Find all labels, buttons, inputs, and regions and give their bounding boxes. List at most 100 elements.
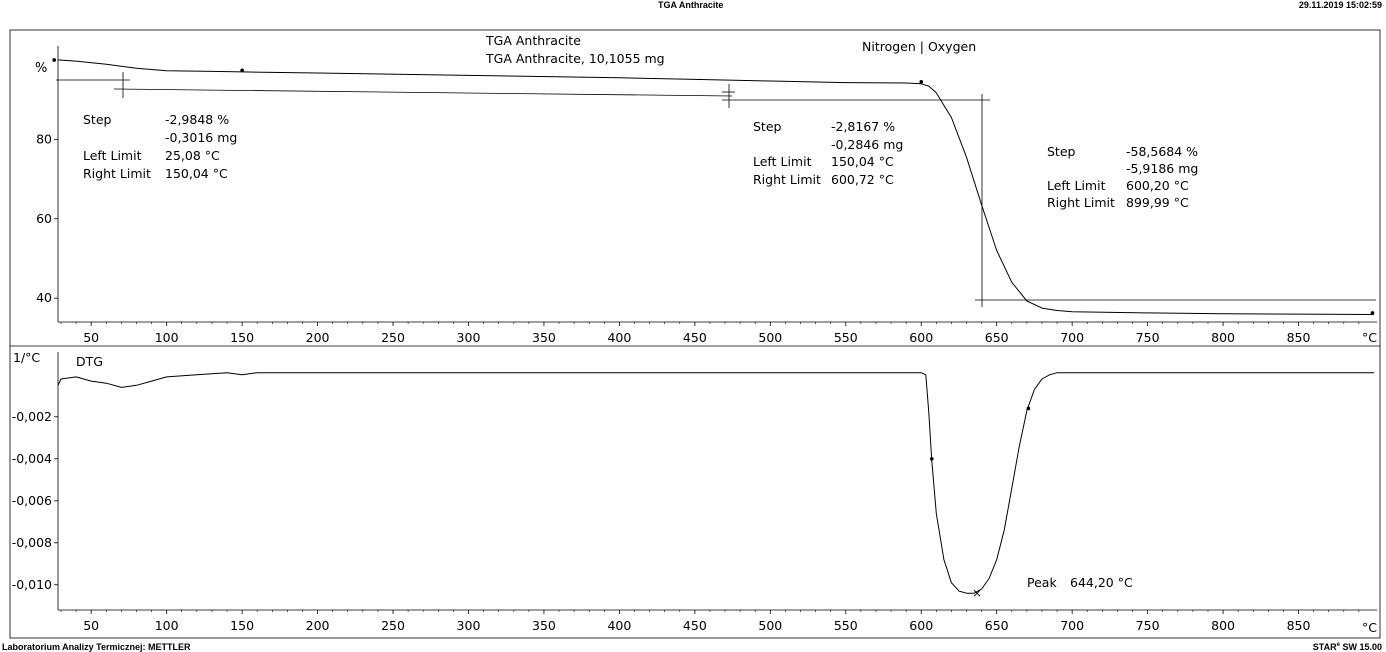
dtg-axes: 50 100 150 200 250 300 350 400 450 500 550 600 650 70… bbox=[12, 352, 1377, 633]
dtg-marker bbox=[929, 457, 934, 461]
dtg-y-tick-label: -0,002 bbox=[12, 409, 52, 424]
step2-label: Step bbox=[753, 119, 782, 134]
step1-right: 150,04 °C bbox=[165, 166, 228, 181]
step3-left: 600,20 °C bbox=[1126, 178, 1189, 193]
dtg-x-tick-label: 250 bbox=[381, 618, 405, 633]
dtg-x-tick-label: 150 bbox=[230, 618, 254, 633]
step2-mg: -0,2846 mg bbox=[831, 137, 903, 152]
dtg-x-unit: °C bbox=[1362, 620, 1377, 635]
step3-pct: -58,5684 % bbox=[1126, 144, 1198, 159]
tga-x-tick-label: 400 bbox=[607, 330, 631, 345]
step2-right: 600,72 °C bbox=[831, 172, 894, 187]
tga-y-tick-label: 40 bbox=[36, 290, 52, 305]
dtg-x-tick-label: 400 bbox=[607, 618, 631, 633]
step2-pct: -2,8167 % bbox=[831, 119, 895, 134]
step3-left-label: Left Limit bbox=[1047, 178, 1106, 193]
step2-left-label: Left Limit bbox=[753, 154, 812, 169]
tga-y-tick-label: 80 bbox=[36, 131, 52, 146]
plot-frame bbox=[9, 29, 1381, 639]
tga-curve bbox=[57, 59, 1375, 315]
sample-name: TGA Anthracite bbox=[485, 33, 581, 48]
tga-x-tick-label: 750 bbox=[1136, 330, 1160, 345]
peak-value: 644,20 °C bbox=[1070, 575, 1133, 590]
tga-limit-marker bbox=[240, 68, 244, 73]
tga-x-tick-label: 800 bbox=[1211, 330, 1235, 345]
dtg-x-tick-label: 450 bbox=[683, 618, 707, 633]
dtg-x-tick-label: 700 bbox=[1060, 618, 1084, 633]
tga-series bbox=[52, 58, 1375, 315]
dtg-x-tick-label: 350 bbox=[532, 618, 556, 633]
dtg-labels: 1/°C DTG °C Peak 644,20 °C bbox=[13, 350, 1377, 635]
step3-right: 899,99 °C bbox=[1126, 195, 1189, 210]
step1-left-label: Left Limit bbox=[83, 148, 142, 163]
tga-y-unit: % bbox=[35, 61, 47, 76]
tga-end-marker bbox=[1370, 311, 1375, 315]
tga-x-tick-label: 700 bbox=[1060, 330, 1084, 345]
tga-axes: 50 100 150 200 250 300 350 400 450 500 550 600 650 70… bbox=[36, 46, 1377, 345]
step-construction-lines bbox=[56, 72, 1376, 307]
tga-x-tick-label: 850 bbox=[1287, 330, 1311, 345]
atmosphere-label: Nitrogen | Oxygen bbox=[862, 39, 976, 54]
step1-left: 25,08 °C bbox=[165, 148, 220, 163]
dtg-curve-label: DTG bbox=[76, 354, 103, 369]
dtg-x-tick-label: 650 bbox=[985, 618, 1009, 633]
outer-frame bbox=[9, 29, 1381, 639]
dtg-y-tick-label: -0,006 bbox=[12, 493, 52, 508]
dtg-y-tick-label: -0,008 bbox=[12, 535, 52, 550]
tga-x-tick-label: 200 bbox=[306, 330, 330, 345]
dtg-x-tick-label: 850 bbox=[1287, 618, 1311, 633]
footer-software: STARe SW 15.00 bbox=[1313, 642, 1382, 652]
step1-pct: -2,9848 % bbox=[165, 112, 229, 127]
tga-x-tick-label: 50 bbox=[83, 330, 99, 345]
dtg-curve bbox=[57, 372, 1374, 594]
step-annotation-1: Step -2,9848 % -0,3016 mg Left Limit 25,… bbox=[83, 112, 237, 181]
tga-x-tick-label: 550 bbox=[834, 330, 858, 345]
tga-x-tick-label: 600 bbox=[909, 330, 933, 345]
sample-description: TGA Anthracite, 10,1055 mg bbox=[485, 51, 665, 66]
tga-limit-marker bbox=[919, 79, 924, 84]
dtg-x-tick-label: 100 bbox=[155, 618, 179, 633]
dtg-x-tick-label: 200 bbox=[306, 618, 330, 633]
tga-x-tick-label: 100 bbox=[155, 330, 179, 345]
report-datetime: 29.11.2019 15:02:59 bbox=[1298, 0, 1382, 10]
dtg-series bbox=[57, 372, 1374, 597]
dtg-y-tick-label: -0,010 bbox=[12, 577, 52, 592]
peak-label: Peak bbox=[1027, 575, 1057, 590]
tga-x-tick-label: 300 bbox=[457, 330, 481, 345]
software-brand-e: e bbox=[1336, 642, 1340, 648]
tga-x-tick-label: 350 bbox=[532, 330, 556, 345]
step2-right-label: Right Limit bbox=[753, 172, 821, 187]
dtg-x-tick-label: 300 bbox=[457, 618, 481, 633]
peak-marker bbox=[973, 589, 981, 597]
software-version: SW 15.00 bbox=[1339, 642, 1382, 652]
tga-x-tick-label: 450 bbox=[683, 330, 707, 345]
tga-x-tick-label: 250 bbox=[381, 330, 405, 345]
footer-lab: Laboratorium Analizy Termicznej: METTLER bbox=[2, 642, 191, 652]
dtg-x-tick-label: 550 bbox=[834, 618, 858, 633]
step-annotation-2: Step -2,8167 % -0,2846 mg Left Limit 150… bbox=[753, 119, 903, 187]
step3-right-label: Right Limit bbox=[1047, 195, 1115, 210]
dtg-x-tick-label: 600 bbox=[909, 618, 933, 633]
step1-right-label: Right Limit bbox=[83, 166, 151, 181]
step1-baseline-right bbox=[113, 88, 733, 97]
step1-mg: -0,3016 mg bbox=[165, 130, 237, 145]
dtg-x-tick-label: 750 bbox=[1136, 618, 1160, 633]
step2-left: 150,04 °C bbox=[831, 154, 894, 169]
dtg-x-tick-label: 500 bbox=[758, 618, 782, 633]
tga-x-tick-label: 500 bbox=[758, 330, 782, 345]
dtg-y-tick-label: -0,004 bbox=[12, 451, 52, 466]
dtg-x-tick-label: 800 bbox=[1211, 618, 1235, 633]
chart-title: TGA Anthracite bbox=[658, 0, 724, 10]
step1-label: Step bbox=[83, 112, 112, 127]
tga-x-tick-label: 650 bbox=[985, 330, 1009, 345]
tga-start-marker bbox=[52, 58, 57, 62]
software-brand-star: STAR bbox=[1312, 642, 1337, 652]
tga-y-tick-label: 60 bbox=[36, 211, 52, 226]
step3-label: Step bbox=[1047, 144, 1076, 159]
step-annotation-3: Step -58,5684 % -5,9186 mg Left Limit 60… bbox=[1047, 144, 1198, 210]
tga-x-tick-label: 150 bbox=[230, 330, 254, 345]
step3-mg: -5,9186 mg bbox=[1126, 161, 1198, 176]
tga-labels: % TGA Anthracite TGA Anthracite, 10,1055… bbox=[35, 33, 1377, 345]
tga-x-unit: °C bbox=[1362, 330, 1377, 345]
